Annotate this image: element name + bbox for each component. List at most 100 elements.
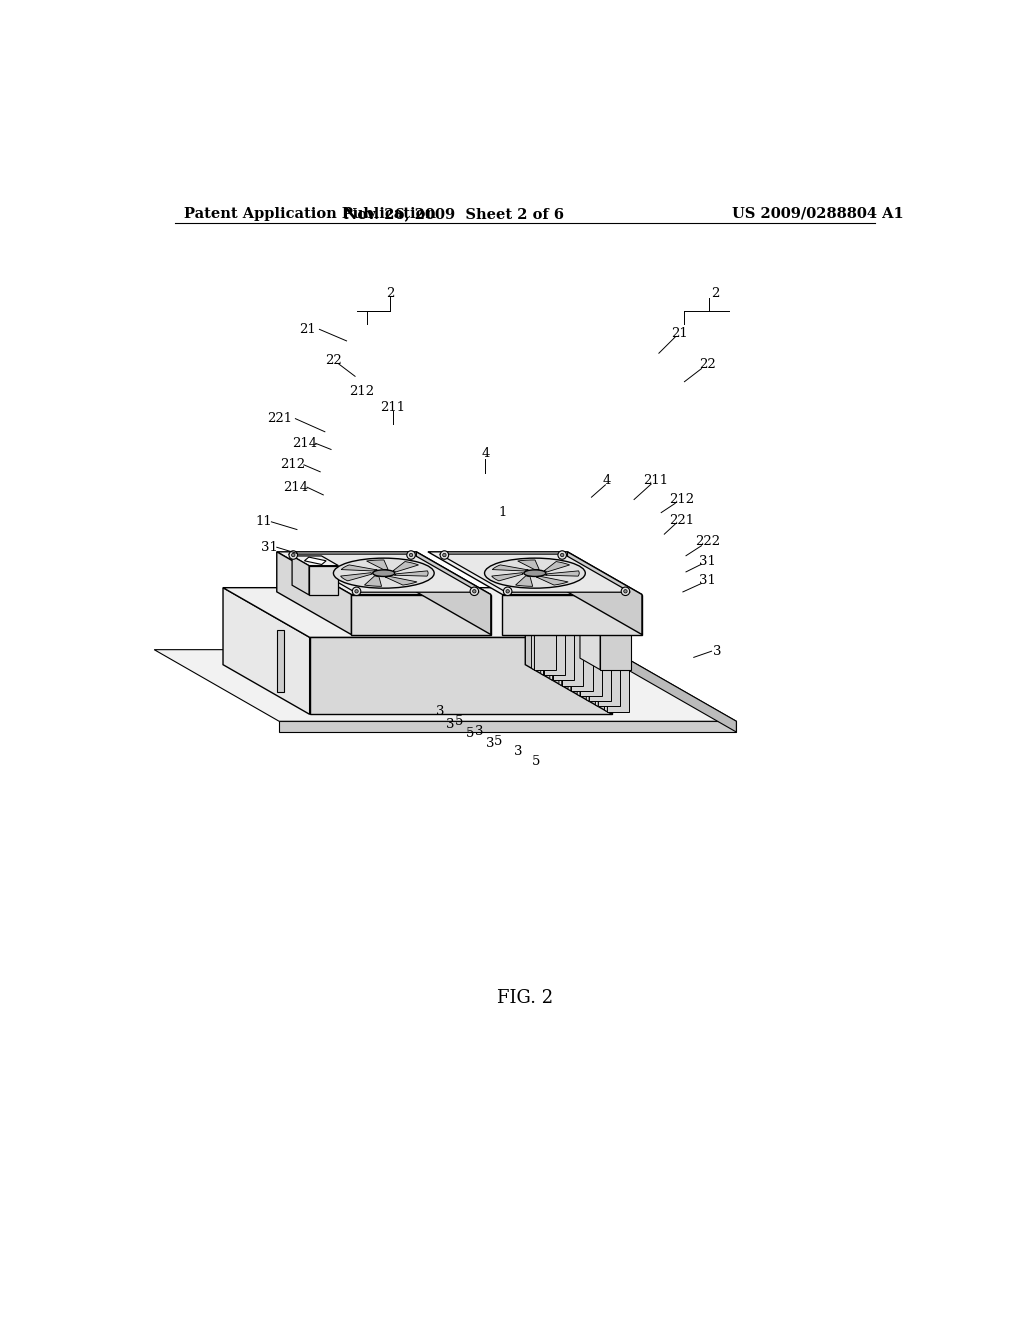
- Text: 21: 21: [672, 326, 688, 339]
- Polygon shape: [541, 597, 544, 675]
- Polygon shape: [503, 594, 642, 635]
- Circle shape: [558, 550, 566, 560]
- Polygon shape: [595, 628, 620, 630]
- Polygon shape: [531, 591, 535, 671]
- Circle shape: [622, 587, 630, 595]
- Text: 3: 3: [486, 737, 495, 750]
- Polygon shape: [546, 570, 580, 576]
- Polygon shape: [309, 638, 612, 714]
- Polygon shape: [559, 607, 584, 609]
- Circle shape: [440, 550, 449, 560]
- Text: 214: 214: [292, 437, 317, 450]
- Polygon shape: [155, 649, 736, 721]
- Circle shape: [560, 553, 564, 557]
- Polygon shape: [600, 631, 631, 669]
- Polygon shape: [292, 556, 309, 595]
- Text: 3: 3: [446, 718, 455, 731]
- Polygon shape: [367, 560, 388, 570]
- Polygon shape: [417, 552, 490, 635]
- Polygon shape: [280, 721, 736, 733]
- Polygon shape: [545, 561, 569, 572]
- Polygon shape: [292, 556, 339, 566]
- Polygon shape: [341, 573, 372, 581]
- Polygon shape: [567, 552, 642, 635]
- Polygon shape: [568, 612, 593, 614]
- Polygon shape: [544, 598, 565, 675]
- Text: 211: 211: [643, 474, 669, 487]
- Ellipse shape: [524, 570, 546, 577]
- Text: 3: 3: [713, 644, 721, 657]
- Polygon shape: [525, 587, 612, 714]
- Polygon shape: [223, 587, 309, 714]
- Text: 21: 21: [299, 323, 316, 335]
- Polygon shape: [493, 565, 528, 572]
- Text: 212: 212: [281, 458, 305, 471]
- Polygon shape: [550, 602, 553, 680]
- Text: 3: 3: [436, 705, 444, 718]
- Polygon shape: [492, 573, 523, 581]
- Text: 4: 4: [603, 474, 611, 487]
- Polygon shape: [598, 630, 620, 706]
- Polygon shape: [578, 618, 602, 619]
- Text: 5: 5: [455, 714, 463, 727]
- Text: 1: 1: [499, 506, 507, 519]
- Circle shape: [442, 553, 446, 557]
- Text: 22: 22: [699, 358, 716, 371]
- Circle shape: [289, 550, 298, 560]
- Polygon shape: [580, 619, 631, 631]
- Text: 22: 22: [325, 354, 342, 367]
- Polygon shape: [351, 594, 490, 635]
- Polygon shape: [595, 628, 598, 706]
- Polygon shape: [516, 576, 532, 586]
- Polygon shape: [568, 612, 570, 690]
- Polygon shape: [559, 607, 562, 685]
- Circle shape: [407, 550, 416, 560]
- Text: 5: 5: [466, 727, 475, 741]
- Text: 211: 211: [381, 400, 406, 413]
- Polygon shape: [580, 619, 600, 669]
- Polygon shape: [570, 614, 593, 690]
- Text: 5: 5: [494, 735, 502, 748]
- Polygon shape: [537, 577, 568, 585]
- Polygon shape: [587, 623, 589, 701]
- Circle shape: [506, 590, 509, 593]
- Circle shape: [473, 590, 476, 593]
- Polygon shape: [393, 561, 419, 572]
- Text: 2: 2: [386, 286, 394, 300]
- Text: 5: 5: [532, 755, 541, 768]
- Text: 4: 4: [481, 446, 489, 459]
- Polygon shape: [309, 566, 339, 595]
- Ellipse shape: [334, 558, 434, 589]
- Polygon shape: [589, 624, 610, 701]
- Text: 214: 214: [284, 480, 309, 494]
- Polygon shape: [580, 619, 602, 696]
- Circle shape: [470, 587, 478, 595]
- Polygon shape: [223, 587, 612, 638]
- Text: 31: 31: [261, 541, 278, 554]
- Polygon shape: [531, 591, 556, 593]
- Text: 212: 212: [669, 492, 694, 506]
- Polygon shape: [607, 635, 629, 711]
- Polygon shape: [278, 630, 284, 692]
- Polygon shape: [604, 634, 629, 635]
- Circle shape: [355, 590, 358, 593]
- Polygon shape: [541, 597, 565, 598]
- Polygon shape: [428, 552, 642, 594]
- Circle shape: [504, 587, 512, 595]
- Polygon shape: [611, 649, 736, 733]
- Ellipse shape: [484, 558, 586, 589]
- Polygon shape: [276, 552, 351, 635]
- Text: 2: 2: [712, 288, 720, 301]
- Polygon shape: [439, 554, 630, 593]
- Text: FIG. 2: FIG. 2: [497, 989, 553, 1007]
- Circle shape: [292, 553, 295, 557]
- Polygon shape: [394, 570, 428, 576]
- Polygon shape: [578, 618, 580, 696]
- Polygon shape: [550, 602, 574, 603]
- Text: 221: 221: [669, 513, 694, 527]
- Text: 222: 222: [695, 536, 720, 548]
- Text: 212: 212: [349, 385, 374, 399]
- Ellipse shape: [373, 570, 395, 577]
- Polygon shape: [385, 577, 417, 585]
- Text: Patent Application Publication: Patent Application Publication: [183, 207, 436, 220]
